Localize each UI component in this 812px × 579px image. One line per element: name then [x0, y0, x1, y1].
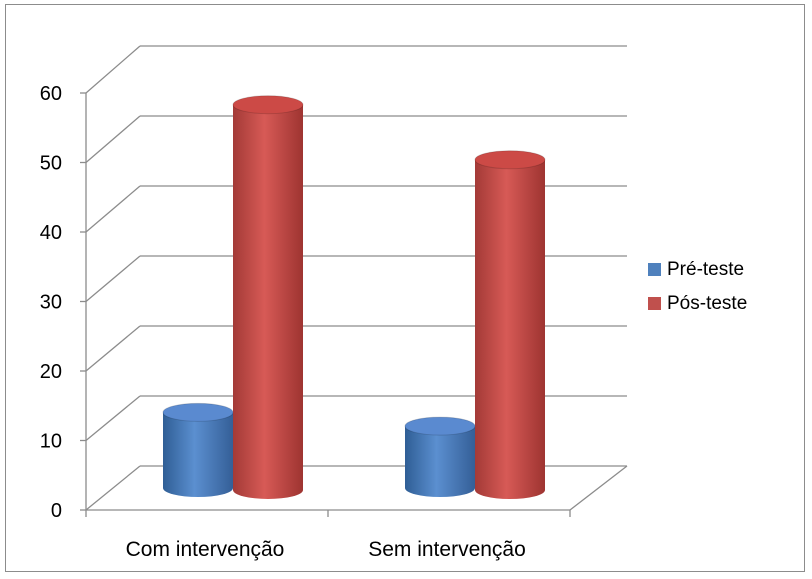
bar-Pré-teste-Sem intervenção: [404, 416, 476, 497]
gridline-side: [85, 395, 141, 442]
gridline-side: [85, 255, 141, 302]
axes: [80, 92, 628, 517]
bar-body: [405, 426, 475, 497]
gridline-side: [85, 115, 141, 163]
bar-top: [404, 416, 476, 436]
legend-label: Pré-teste: [667, 259, 744, 280]
y-tick-label: 10: [40, 431, 62, 453]
gridline-side: [85, 185, 141, 233]
bar-body: [233, 104, 303, 499]
legend-swatch: [648, 297, 661, 310]
gridline-side: [85, 325, 141, 372]
y-tick-label: 50: [40, 153, 62, 175]
legend-swatch: [648, 263, 661, 276]
floor-right-edge: [569, 465, 628, 511]
legend: Pré-teste Pós-teste: [648, 259, 747, 314]
y-tick-label: 30: [40, 292, 62, 314]
bar-top: [232, 95, 304, 115]
bar-body: [163, 412, 233, 497]
y-tick-label: 40: [40, 222, 62, 244]
x-category-label: Sem intervenção: [368, 538, 526, 561]
bar-Pré-teste-Com intervenção: [162, 402, 234, 497]
y-tick-label: 60: [40, 83, 62, 105]
y-tick-label: 0: [51, 500, 62, 522]
x-category-label: Com intervenção: [126, 538, 285, 561]
bar-top: [474, 150, 546, 170]
legend-label: Pós-teste: [667, 293, 747, 314]
bar-top: [162, 402, 234, 422]
tick-labels: 0 10 20 30 40 50 60 Com intervenção Sem interven…: [40, 83, 526, 561]
bar-Pós-teste-Com intervenção: [232, 95, 304, 499]
bars: [162, 95, 546, 499]
y-tick-label: 20: [40, 361, 62, 383]
gridline-side: [85, 465, 141, 511]
bar-Pós-teste-Sem intervenção: [474, 150, 546, 499]
bar-body: [475, 159, 545, 499]
gridline-side: [85, 45, 141, 94]
